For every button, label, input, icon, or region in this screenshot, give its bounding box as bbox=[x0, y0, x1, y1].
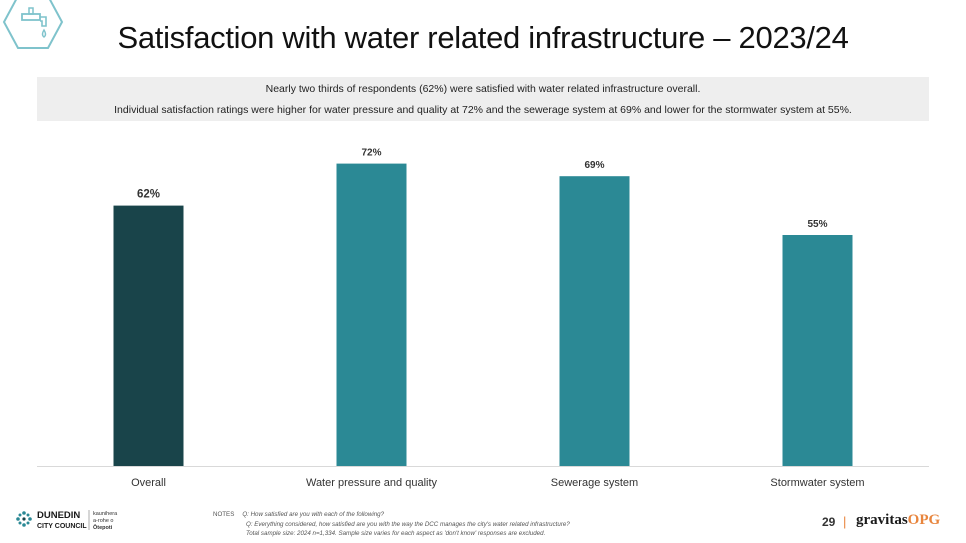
notes-label: NOTES bbox=[213, 511, 235, 518]
summary-line-1: Nearly two thirds of respondents (62%) w… bbox=[265, 83, 701, 95]
x-tick-label: Overall bbox=[131, 477, 166, 489]
summary-box: Nearly two thirds of respondents (62%) w… bbox=[37, 77, 929, 121]
bar-chart: 62% Overall 72% Water pressure and quality 6… bbox=[37, 148, 929, 489]
council-maori-line1: kaunihera bbox=[93, 511, 118, 517]
x-tick-label: Stormwater system bbox=[770, 477, 864, 489]
bar-water-pressure-and-quality bbox=[336, 163, 407, 466]
council-name-line2: CITY COUNCIL bbox=[37, 523, 87, 530]
bar-overall bbox=[113, 205, 184, 466]
data-label: 62% bbox=[137, 189, 160, 201]
gravitas-logo: gravitasOPG bbox=[856, 512, 940, 529]
bar-stormwater-system bbox=[782, 235, 853, 466]
data-label: 72% bbox=[361, 148, 381, 159]
council-maori-line2: a-rohe o bbox=[93, 518, 114, 524]
council-maori-line3: Ōtepoti bbox=[93, 524, 113, 531]
footer-notes: NOTES Q: How satisfied are you with each … bbox=[213, 510, 570, 539]
note-line-3: Total sample size: 2024 n=1,334. Sample … bbox=[246, 530, 546, 537]
footer-separator: | bbox=[843, 514, 847, 529]
dunedin-council-logo: DUNEDIN CITY COUNCIL kaunihera a-rohe o … bbox=[16, 510, 118, 531]
data-label: 69% bbox=[584, 160, 604, 171]
council-name-line1: DUNEDIN bbox=[37, 510, 80, 521]
x-tick-label: Sewerage system bbox=[551, 477, 638, 489]
summary-line-2: Individual satisfaction ratings were hig… bbox=[114, 104, 852, 116]
brand-main: gravitas bbox=[856, 512, 908, 528]
note-line-2: Q: Everything considered, how satisfied … bbox=[246, 520, 570, 528]
data-label: 55% bbox=[807, 219, 827, 230]
bar-sewerage-system bbox=[559, 176, 630, 466]
water-tap-icon bbox=[2, 0, 64, 49]
page-title: Satisfaction with water related infrastr… bbox=[117, 20, 849, 55]
brand-accent: OPG bbox=[907, 512, 941, 528]
note-line-1: Q: How satisfied are you with each of th… bbox=[242, 511, 385, 518]
page-number: 29 bbox=[822, 515, 836, 529]
x-tick-label: Water pressure and quality bbox=[306, 477, 438, 489]
